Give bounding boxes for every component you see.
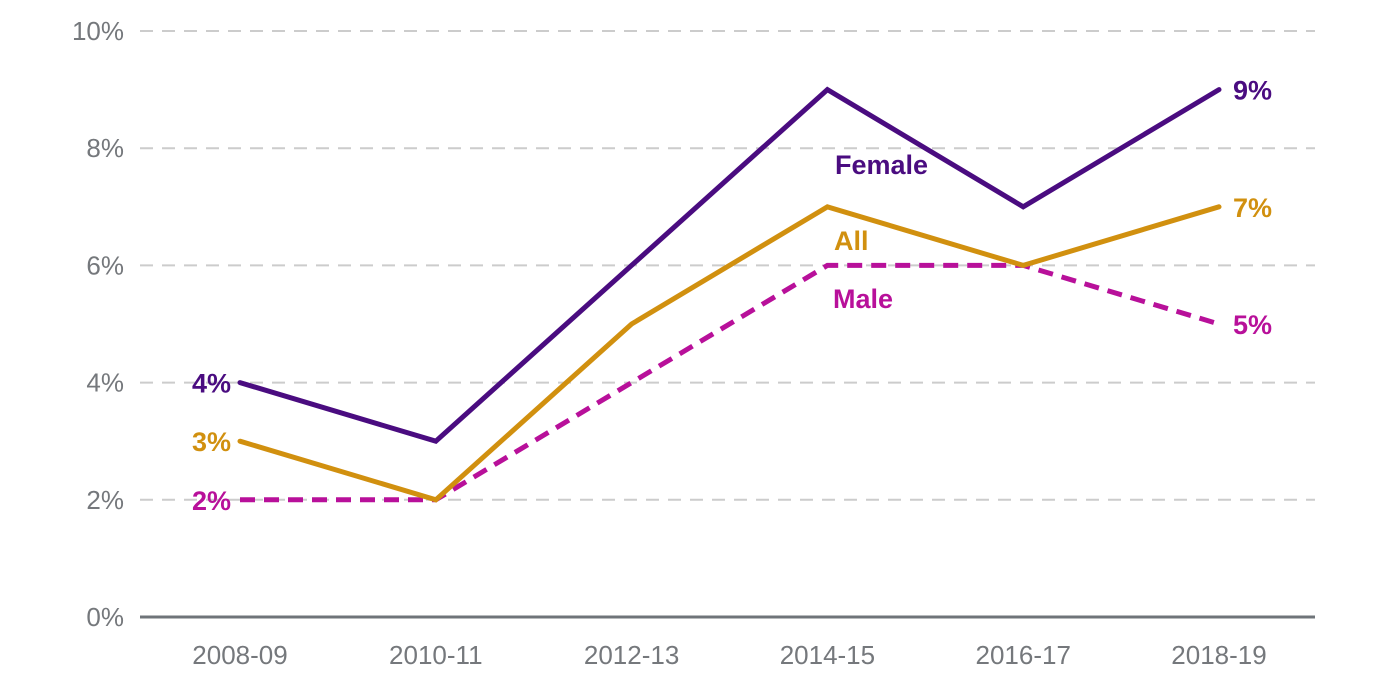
x-tick-label-2012-13: 2012-13: [584, 640, 679, 670]
x-tick-label-2010-11: 2010-11: [389, 640, 483, 670]
end-value-label-all: 7%: [1233, 193, 1272, 223]
end-value-label-female: 9%: [1233, 76, 1272, 106]
series-label-all: All: [834, 226, 869, 256]
start-value-label-all: 3%: [192, 427, 231, 457]
start-value-label-male: 2%: [192, 486, 231, 516]
line-female: [237, 86, 1222, 444]
y-tick-label-2%: 2%: [86, 485, 124, 515]
y-tick-label-10%: 10%: [72, 16, 124, 46]
line-all: [237, 204, 1222, 503]
y-tick-label-8%: 8%: [86, 133, 124, 163]
line-male: [240, 262, 1220, 503]
start-value-label-female: 4%: [192, 369, 231, 399]
x-tick-label-2014-15: 2014-15: [780, 640, 875, 670]
series-label-female: Female: [835, 150, 928, 180]
x-tick-label-2018-19: 2018-19: [1171, 640, 1266, 670]
y-tick-label-0%: 0%: [86, 602, 124, 632]
series-label-male: Male: [833, 284, 893, 314]
x-tick-label-2008-09: 2008-09: [192, 640, 287, 670]
y-tick-label-4%: 4%: [86, 368, 124, 398]
x-tick-label-2016-17: 2016-17: [975, 640, 1070, 670]
y-tick-label-6%: 6%: [86, 250, 124, 280]
end-value-label-male: 5%: [1233, 310, 1272, 340]
